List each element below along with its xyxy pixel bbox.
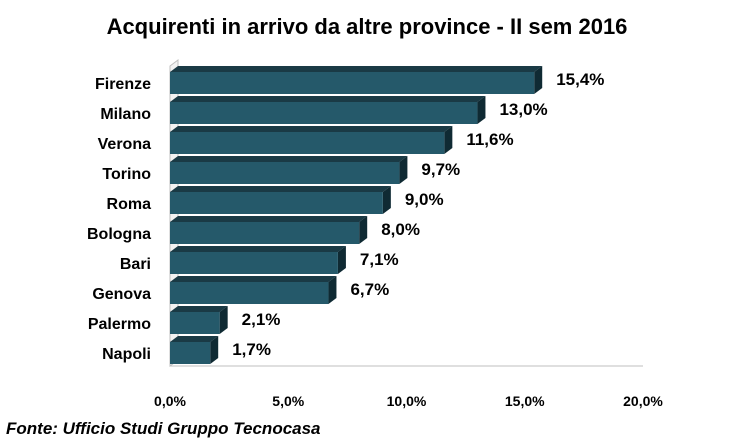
bar bbox=[170, 252, 338, 274]
bar-top bbox=[170, 216, 368, 222]
category-label: Torino bbox=[102, 166, 151, 183]
value-label: 6,7% bbox=[350, 280, 389, 299]
bar-side bbox=[210, 336, 219, 364]
category-label: Napoli bbox=[102, 346, 151, 363]
bar-top bbox=[170, 156, 408, 162]
chart-source: Fonte: Ufficio Studi Gruppo Tecnocasa bbox=[6, 419, 321, 438]
category-label: Bari bbox=[120, 256, 151, 273]
category-label: Palermo bbox=[88, 316, 151, 333]
value-label: 13,0% bbox=[499, 100, 547, 119]
bar bbox=[170, 282, 329, 304]
bar bbox=[170, 132, 445, 154]
bar-top bbox=[170, 276, 337, 282]
value-label: 2,1% bbox=[242, 310, 281, 329]
value-label: 11,6% bbox=[466, 130, 513, 149]
value-label: 15,4% bbox=[556, 70, 604, 89]
x-tick-label: 0,0% bbox=[154, 393, 186, 409]
bar-layer bbox=[170, 66, 543, 364]
bar-side bbox=[219, 306, 228, 334]
x-tick-label: 20,0% bbox=[623, 393, 663, 409]
bar bbox=[170, 162, 400, 184]
value-label: 8,0% bbox=[381, 220, 420, 239]
bar-side bbox=[399, 156, 408, 184]
bar bbox=[170, 312, 220, 334]
x-tick-label: 15,0% bbox=[505, 393, 545, 409]
x-tick-label: 10,0% bbox=[387, 393, 427, 409]
label-layer: Firenze 15,4% Milano 13,0% Verona 11,6% Torino… bbox=[87, 70, 604, 363]
bar-side bbox=[382, 186, 391, 214]
bar bbox=[170, 192, 383, 214]
bar-top bbox=[170, 186, 391, 192]
bar-side bbox=[328, 276, 337, 304]
category-label: Roma bbox=[107, 196, 152, 213]
bar-top bbox=[170, 336, 219, 342]
chart-title: Acquirenti in arrivo da altre province -… bbox=[106, 14, 628, 39]
bar-top bbox=[170, 126, 453, 132]
bar-side bbox=[337, 246, 346, 274]
category-label: Bologna bbox=[87, 226, 151, 243]
bar-side bbox=[359, 216, 368, 244]
bar-top bbox=[170, 306, 228, 312]
bar-top bbox=[170, 66, 543, 72]
bar bbox=[170, 102, 478, 124]
value-label: 7,1% bbox=[360, 250, 399, 269]
bar bbox=[170, 72, 535, 94]
bar bbox=[170, 342, 211, 364]
category-label: Firenze bbox=[95, 76, 151, 93]
bar-side bbox=[477, 96, 486, 124]
bar-side bbox=[534, 66, 543, 94]
bar-top bbox=[170, 96, 486, 102]
bar-side bbox=[444, 126, 453, 154]
value-label: 1,7% bbox=[232, 340, 271, 359]
value-label: 9,0% bbox=[405, 190, 444, 209]
x-tick-label: 5,0% bbox=[272, 393, 304, 409]
category-label: Milano bbox=[100, 106, 151, 123]
bar-top bbox=[170, 246, 346, 252]
category-label: Verona bbox=[98, 136, 151, 153]
category-label: Genova bbox=[92, 286, 151, 303]
value-label: 9,7% bbox=[421, 160, 460, 179]
bar bbox=[170, 222, 360, 244]
